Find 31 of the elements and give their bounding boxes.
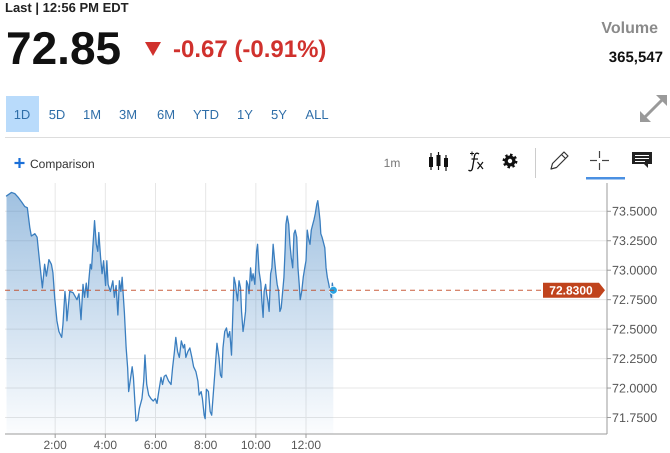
text: 5D (48, 107, 66, 122)
text: 365,547 (608, 49, 663, 66)
text: 1D (14, 107, 30, 122)
x-tick-label: 6:00 (144, 438, 168, 452)
text: Comparison (30, 157, 95, 171)
text: 1M (82, 107, 102, 122)
text: 5Y (271, 107, 288, 122)
text: Volume (601, 20, 658, 37)
text: 6M (156, 107, 176, 122)
text: ALL (305, 107, 329, 122)
y-tick-label: 72.0000 (612, 381, 658, 396)
x-tick-label: 4:00 (94, 438, 118, 452)
chart-subtitle: -0.67 (-0.91%) (173, 36, 326, 63)
y-tick-label: 71.7500 (612, 410, 658, 425)
y-tick-label: 73.0000 (612, 264, 658, 278)
text: Last | 12:56 PM EDT (5, 0, 129, 15)
y-tick-label: 72.5000 (612, 322, 658, 336)
y-tick-label: 73.5000 (612, 204, 658, 219)
x-tick-label: 12:00 (290, 438, 322, 452)
y-tick-label: 72.7500 (612, 293, 658, 308)
y-tick-label: 72.2500 (612, 352, 658, 366)
text: 1m (384, 156, 400, 170)
y-tick-label: 73.2500 (612, 234, 658, 248)
chart-title: 72.85 (6, 22, 122, 74)
text: 3M (118, 107, 138, 122)
text: 1Y (237, 107, 254, 122)
x-tick-label: 8:00 (194, 438, 218, 452)
text: YTD (193, 107, 219, 122)
x-tick-label: 10:00 (240, 438, 272, 452)
x-tick-label: 2:00 (43, 438, 68, 452)
ref-line-label: 72.8300 (549, 283, 594, 298)
